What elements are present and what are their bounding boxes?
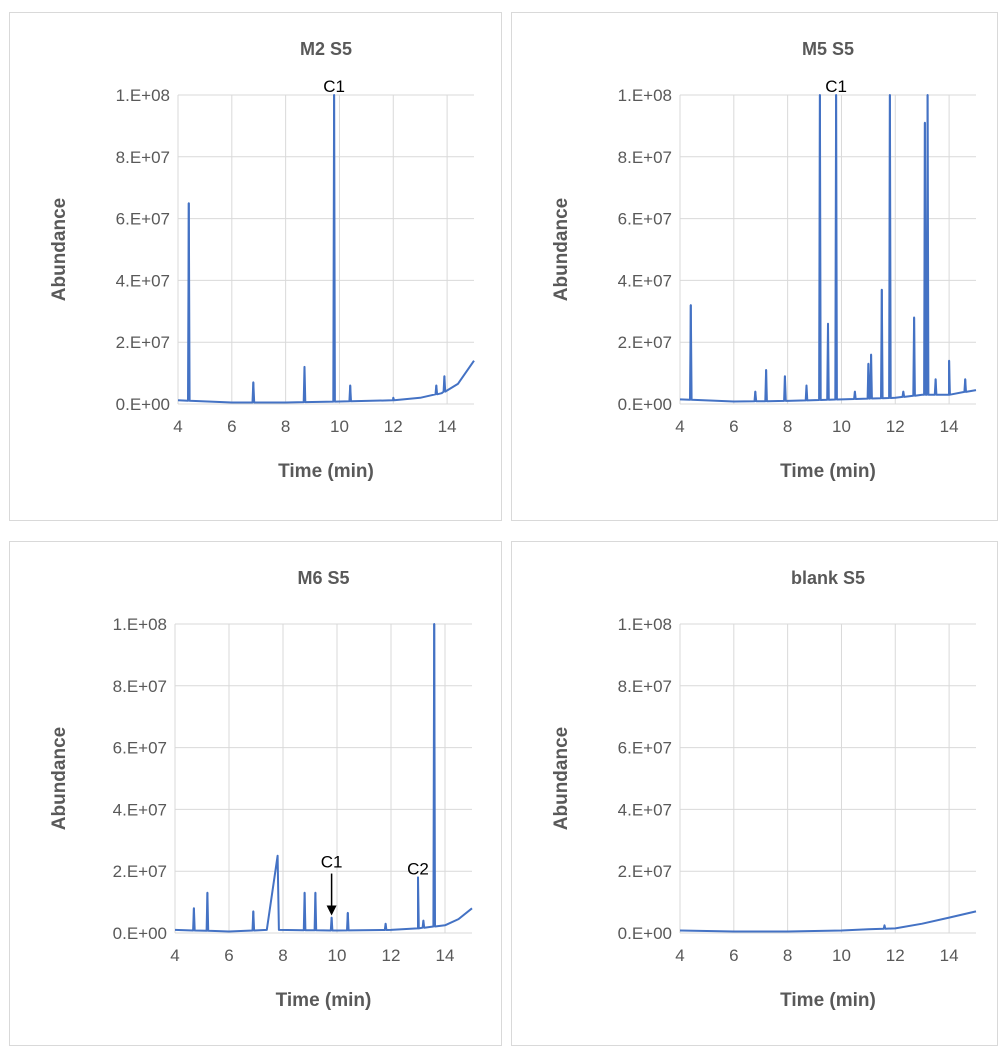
y-tick-label: 0.E+00 xyxy=(113,924,167,943)
y-tick-label: 1.E+08 xyxy=(618,615,672,634)
x-axis-title: Time (min) xyxy=(780,461,876,482)
chart-svg-m6: M6 S5 0.E+00 2.E+07 4.E+07 6.E+07 8.E+07 1.E+0… xyxy=(49,568,473,1011)
series-line xyxy=(174,623,473,933)
chart-title: blank S5 xyxy=(791,568,865,588)
y-tick-label: 8.E+07 xyxy=(618,677,672,696)
x-tick-label: 10 xyxy=(832,417,851,436)
annotation-label: C1 xyxy=(321,853,343,872)
chart-panel-m5: M5 S5 0.E+00 2.E+07 4.E+07 6.E+07 8.E+07 1.E+0… xyxy=(511,12,998,521)
y-tick-label: 2.E+07 xyxy=(618,333,672,352)
chart-svg-m5: M5 S5 0.E+00 2.E+07 4.E+07 6.E+07 8.E+07 1.E+0… xyxy=(551,39,977,482)
x-tick-label: 14 xyxy=(438,417,457,436)
x-tick-label: 6 xyxy=(729,946,738,965)
y-tick-label: 2.E+07 xyxy=(113,862,167,881)
y-axis-title: Abundance xyxy=(551,198,572,301)
series-line xyxy=(177,94,475,404)
y-tick-label: 1.E+08 xyxy=(116,86,170,105)
x-tick-label: 12 xyxy=(384,417,403,436)
y-tick-label: 8.E+07 xyxy=(618,148,672,167)
x-tick-label: 4 xyxy=(173,417,182,436)
x-tick-label: 8 xyxy=(783,946,792,965)
x-tick-label: 10 xyxy=(328,946,347,965)
series-line xyxy=(679,910,977,933)
chart-panel-m6: M6 S5 0.E+00 2.E+07 4.E+07 6.E+07 8.E+07 1.E+0… xyxy=(9,541,502,1046)
x-tick-label: 8 xyxy=(281,417,290,436)
x-tick-label: 14 xyxy=(940,417,959,436)
y-tick-label: 2.E+07 xyxy=(116,333,170,352)
chart-svg-m2: M2 S5 0.E+00 2.E+07 4.E+07 6.E+07 8.E+07 1.E+0… xyxy=(49,39,475,482)
y-tick-label: 4.E+07 xyxy=(113,800,167,819)
y-tick-label: 0.E+00 xyxy=(618,395,672,414)
y-tick-label: 4.E+07 xyxy=(116,271,170,290)
x-tick-label: 8 xyxy=(278,946,287,965)
y-tick-label: 4.E+07 xyxy=(618,271,672,290)
annotation-label: C1 xyxy=(323,77,345,96)
y-tick-label: 8.E+07 xyxy=(113,677,167,696)
chart-panel-blank: blank S5 0.E+00 2.E+07 4.E+07 6.E+07 8.E+07 1.… xyxy=(511,541,998,1046)
x-tick-label: 6 xyxy=(224,946,233,965)
y-tick-label: 6.E+07 xyxy=(113,739,167,758)
y-axis-title: Abundance xyxy=(49,198,70,301)
y-tick-label: 6.E+07 xyxy=(618,210,672,229)
y-tick-label: 6.E+07 xyxy=(618,739,672,758)
chart-svg-blank: blank S5 0.E+00 2.E+07 4.E+07 6.E+07 8.E+07 1.… xyxy=(551,568,977,1011)
x-tick-label: 4 xyxy=(170,946,179,965)
x-tick-label: 12 xyxy=(382,946,401,965)
chart-title: M2 S5 xyxy=(300,39,352,59)
x-tick-label: 12 xyxy=(886,946,905,965)
y-tick-label: 1.E+08 xyxy=(618,86,672,105)
y-tick-label: 8.E+07 xyxy=(116,148,170,167)
y-tick-label: 2.E+07 xyxy=(618,862,672,881)
annotation-arrowhead xyxy=(326,905,337,916)
x-tick-label: 14 xyxy=(940,946,959,965)
y-axis-title: Abundance xyxy=(49,727,70,830)
annotation-label: C2 xyxy=(407,859,429,878)
x-axis-title: Time (min) xyxy=(780,990,876,1011)
x-tick-label: 14 xyxy=(436,946,455,965)
x-tick-label: 10 xyxy=(330,417,349,436)
x-tick-label: 8 xyxy=(783,417,792,436)
chart-title: M5 S5 xyxy=(802,39,854,59)
chart-title: M6 S5 xyxy=(297,568,349,588)
y-tick-label: 6.E+07 xyxy=(116,210,170,229)
x-axis-title: Time (min) xyxy=(278,461,374,482)
x-tick-label: 6 xyxy=(227,417,236,436)
x-axis-title: Time (min) xyxy=(276,990,372,1011)
chart-panel-m2: M2 S5 0.E+00 2.E+07 4.E+07 6.E+07 8.E+07 1.E+0… xyxy=(9,12,502,521)
y-tick-label: 4.E+07 xyxy=(618,800,672,819)
annotation-label: C1 xyxy=(825,77,847,96)
y-tick-label: 1.E+08 xyxy=(113,615,167,634)
y-axis-title: Abundance xyxy=(551,727,572,830)
x-tick-label: 4 xyxy=(675,946,684,965)
x-tick-label: 10 xyxy=(832,946,851,965)
y-tick-label: 0.E+00 xyxy=(618,924,672,943)
x-tick-label: 4 xyxy=(675,417,684,436)
y-tick-label: 0.E+00 xyxy=(116,395,170,414)
x-tick-label: 12 xyxy=(886,417,905,436)
x-tick-label: 6 xyxy=(729,417,738,436)
